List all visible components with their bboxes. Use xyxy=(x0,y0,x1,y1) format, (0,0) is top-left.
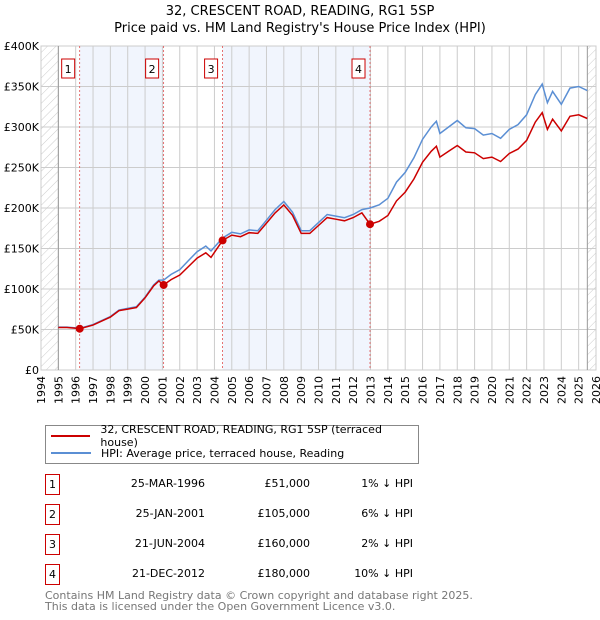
sale-row: 4 21-DEC-2012 £180,000 10% ↓ HPI xyxy=(45,564,445,585)
x-tick-label: 2016 xyxy=(417,376,430,404)
x-tick-label: 2010 xyxy=(313,376,326,404)
legend-label: 32, CRESCENT ROAD, READING, RG1 5SP (ter… xyxy=(100,423,382,449)
y-tick-label: £350K xyxy=(4,81,40,94)
y-tick-label: £400K xyxy=(4,40,40,53)
sale-row: 3 21-JUN-2004 £160,000 2% ↓ HPI xyxy=(45,534,445,555)
x-tick-label: 2011 xyxy=(330,376,343,404)
y-tick-label: £0 xyxy=(25,364,39,377)
property-price-line xyxy=(58,111,588,330)
legend: 32, CRESCENT ROAD, READING, RG1 5SP (ter… xyxy=(45,423,419,464)
sale-number-badge: 2 xyxy=(45,504,60,525)
x-tick-label: 2020 xyxy=(486,376,499,404)
sale-point xyxy=(218,236,227,245)
x-tick-label: 2005 xyxy=(226,376,239,404)
y-tick-label: £250K xyxy=(4,162,40,175)
x-tick-label: 2006 xyxy=(243,376,256,404)
x-tick-label: 2019 xyxy=(469,376,482,404)
x-tick-label: 2023 xyxy=(538,376,551,404)
x-tick-label: 2015 xyxy=(399,376,412,404)
x-tick-label: 2012 xyxy=(347,376,360,404)
footer-line-1: Contains HM Land Registry data © Crown c… xyxy=(45,589,473,602)
x-tick-label: 2002 xyxy=(174,376,187,404)
sale-number-badge: 1 xyxy=(45,474,60,495)
sale-number-badge: 3 xyxy=(45,534,60,555)
sale-number-label: 3 xyxy=(208,63,215,76)
y-tick-label: £100K xyxy=(4,283,40,296)
x-tick-label: 2018 xyxy=(451,376,464,404)
sale-point xyxy=(159,280,168,289)
footer-line-2: This data is licensed under the Open Gov… xyxy=(45,600,396,613)
sale-date: 21-DEC-2012 xyxy=(131,567,205,580)
y-tick-label: £150K xyxy=(4,243,40,256)
sale-number-badge: 4 xyxy=(45,564,60,585)
y-tick-label: £200K xyxy=(4,202,40,215)
sale-number-box xyxy=(204,58,219,79)
chart-subtitle: Price paid vs. HM Land Registry's House … xyxy=(114,21,486,36)
sale-number-label: 2 xyxy=(149,63,156,76)
sale-number-box xyxy=(61,58,76,79)
legend-entry-hpi: HPI: Average price, terraced house, Read… xyxy=(51,445,344,461)
sale-point xyxy=(366,220,375,229)
x-tick-label: 2022 xyxy=(521,376,534,404)
x-tick-label: 2024 xyxy=(555,376,568,404)
legend-entry-property: 32, CRESCENT ROAD, READING, RG1 5SP (ter… xyxy=(51,423,418,449)
sale-row: 1 25-MAR-1996 £51,000 1% ↓ HPI xyxy=(45,474,445,495)
plot-area: 1994 1995 1996 1997 1998 1999 2000 2001 2002 2003… xyxy=(4,40,600,404)
sale-number-label: 4 xyxy=(355,63,362,76)
x-tick-label: 2021 xyxy=(503,376,516,404)
x-tick-label: 1994 xyxy=(35,376,48,404)
x-tick-label: 2026 xyxy=(590,376,600,404)
sale-number-box xyxy=(145,58,160,79)
x-tick-label: 2014 xyxy=(382,376,395,404)
x-tick-label: 2025 xyxy=(573,376,586,404)
x-tick-label: 2008 xyxy=(278,376,291,404)
sale-number-box xyxy=(351,58,366,79)
sale-hpi-diff: 1% ↓ HPI xyxy=(361,477,413,490)
x-tick-label: 2009 xyxy=(295,376,308,404)
x-tick-label: 2007 xyxy=(260,376,273,404)
sale-point xyxy=(75,324,84,333)
x-tick-label: 1997 xyxy=(87,376,100,404)
sale-date: 21-JUN-2004 xyxy=(134,537,205,550)
sale-row: 2 25-JAN-2001 £105,000 6% ↓ HPI xyxy=(45,504,445,525)
sale-hpi-diff: 2% ↓ HPI xyxy=(361,537,413,550)
chart-title: 32, CRESCENT ROAD, READING, RG1 5SP xyxy=(165,4,435,19)
x-tick-label: 2000 xyxy=(139,376,152,404)
sale-hpi-diff: 10% ↓ HPI xyxy=(354,567,413,580)
x-tick-label: 2003 xyxy=(191,376,204,404)
sale-price: £51,000 xyxy=(264,477,311,490)
x-tick-label: 2013 xyxy=(365,376,378,404)
x-tick-label: 1998 xyxy=(104,376,117,404)
x-tick-label: 1995 xyxy=(52,376,65,404)
x-tick-label: 1999 xyxy=(122,376,135,404)
legend-swatch-red xyxy=(51,435,91,437)
sale-hpi-diff: 6% ↓ HPI xyxy=(361,507,413,520)
x-tick-label: 2001 xyxy=(156,376,169,404)
sale-date: 25-JAN-2001 xyxy=(135,507,205,520)
x-tick-label: 1996 xyxy=(70,376,83,404)
legend-label: HPI: Average price, terraced house, Read… xyxy=(101,446,345,460)
sale-number-label: 1 xyxy=(65,63,72,76)
sale-price: £160,000 xyxy=(257,537,311,550)
x-tick-label: 2004 xyxy=(208,376,221,404)
legend-swatch-blue xyxy=(51,452,91,454)
y-tick-label: £300K xyxy=(4,121,40,134)
y-tick-label: £50K xyxy=(11,324,40,337)
sale-price: £180,000 xyxy=(257,567,311,580)
sale-price: £105,000 xyxy=(257,507,311,520)
x-tick-label: 2017 xyxy=(434,376,447,404)
sale-date: 25-MAR-1996 xyxy=(130,477,205,490)
